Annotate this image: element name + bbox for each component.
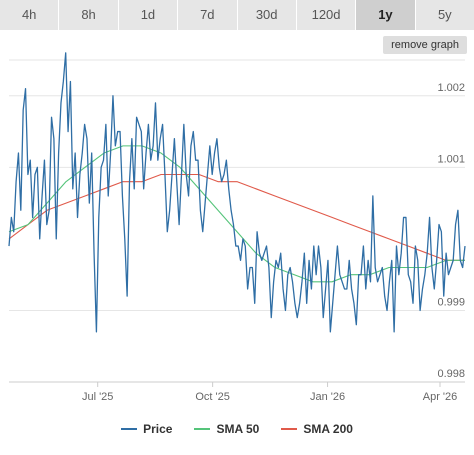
legend-swatch: [281, 428, 298, 430]
price-chart: 0.998 0.999 1.001 1.002 Jul '25 Oct '25 Jan '2…: [8, 52, 466, 403]
series-line-price: [8, 52, 466, 333]
legend-label: Price: [143, 422, 173, 436]
legend-swatch: [194, 428, 211, 430]
tab-1y[interactable]: 1y: [356, 0, 416, 30]
legend-item-price[interactable]: Price: [121, 420, 172, 438]
tab-7d[interactable]: 7d: [178, 0, 238, 30]
remove-graph-button[interactable]: remove graph: [383, 36, 467, 54]
tab-120d[interactable]: 120d: [296, 0, 357, 30]
legend-item-sma-200[interactable]: SMA 200: [281, 420, 353, 438]
tab-8h[interactable]: 8h: [59, 0, 119, 30]
x-tick-label: Jul '25: [82, 391, 113, 403]
tab-5y[interactable]: 5y: [415, 0, 474, 30]
y-tick-label: 1.001: [437, 153, 465, 165]
x-tick-label: Jan '26: [310, 391, 345, 403]
legend-label: SMA 50: [216, 422, 260, 436]
x-tick-label: Oct '25: [195, 391, 230, 403]
tab-30d[interactable]: 30d: [237, 0, 297, 30]
chart-legend: Price SMA 50 SMA 200: [0, 420, 474, 438]
legend-label: SMA 200: [303, 422, 353, 436]
y-tick-label: 1.002: [437, 82, 465, 94]
legend-swatch: [121, 428, 138, 430]
x-tick-label: Apr '26: [423, 391, 458, 403]
tab-4h[interactable]: 4h: [0, 0, 60, 30]
series-line-sma-200: [8, 173, 465, 261]
y-tick-label: 0.999: [437, 296, 465, 308]
tab-1d[interactable]: 1d: [118, 0, 179, 30]
series-line-sma-50: [8, 145, 465, 283]
legend-item-sma-50[interactable]: SMA 50: [194, 420, 259, 438]
timeframe-tabs: 4h 8h 1d 7d 30d 120d 1y 5y: [0, 0, 474, 30]
y-tick-label: 0.998: [437, 368, 465, 380]
